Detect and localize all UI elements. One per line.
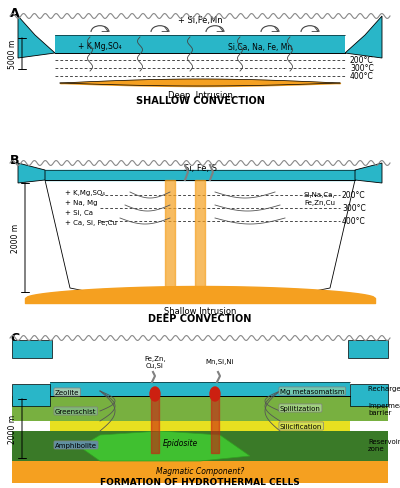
Text: Silicification: Silicification	[280, 423, 322, 429]
Polygon shape	[355, 163, 382, 183]
Text: 200°C: 200°C	[342, 191, 366, 200]
Text: Mg metasomatism: Mg metasomatism	[280, 388, 345, 394]
Text: 5000 m: 5000 m	[8, 40, 17, 69]
Text: Si, Fe, S: Si, Fe, S	[184, 163, 216, 173]
Text: + Ca, Si, Fe,Cu: + Ca, Si, Fe,Cu	[65, 220, 117, 225]
Text: Mn,Si,Ni: Mn,Si,Ni	[206, 358, 234, 364]
Text: C: C	[10, 331, 19, 345]
Text: Greenschist: Greenschist	[55, 408, 96, 414]
Polygon shape	[45, 181, 355, 298]
Text: 400°C: 400°C	[342, 217, 366, 226]
Text: + K,Mg,SO₄: + K,Mg,SO₄	[78, 42, 122, 51]
Text: Zeolite: Zeolite	[55, 389, 79, 395]
Polygon shape	[18, 163, 45, 183]
Text: Recharge zone: Recharge zone	[368, 385, 400, 391]
Ellipse shape	[150, 387, 160, 401]
Text: SHALLOW CONVECTION: SHALLOW CONVECTION	[136, 96, 264, 106]
Text: Fe,Zn,
Cu,Si: Fe,Zn, Cu,Si	[144, 355, 166, 368]
Polygon shape	[12, 461, 388, 483]
Text: Magmatic Component?: Magmatic Component?	[156, 467, 244, 475]
Text: 300°C: 300°C	[350, 64, 374, 73]
Text: + Si,Fe,Mn: + Si,Fe,Mn	[178, 17, 222, 25]
Text: DEEP CONVECTION: DEEP CONVECTION	[148, 313, 252, 324]
Text: + Na, Mg: + Na, Mg	[65, 200, 98, 205]
Polygon shape	[80, 431, 250, 461]
Polygon shape	[12, 431, 388, 461]
Text: FORMATION OF HYDROTHERMAL CELLS: FORMATION OF HYDROTHERMAL CELLS	[100, 477, 300, 486]
Polygon shape	[55, 36, 345, 54]
Polygon shape	[345, 17, 382, 59]
Text: Deep  Intrusion: Deep Intrusion	[168, 91, 232, 100]
Text: Fe,Zn,Cu: Fe,Zn,Cu	[304, 200, 335, 205]
Polygon shape	[18, 17, 55, 59]
Bar	[12, 396, 388, 421]
Bar	[50, 421, 350, 431]
Text: Impermeable
barrier: Impermeable barrier	[368, 403, 400, 416]
Text: Shallow Intrusion: Shallow Intrusion	[164, 306, 236, 315]
Text: 2000 m: 2000 m	[8, 414, 17, 443]
Text: 400°C: 400°C	[350, 72, 374, 81]
Bar	[50, 382, 350, 396]
Text: Amphibolite: Amphibolite	[55, 442, 97, 448]
Text: Reservoir
zone: Reservoir zone	[368, 439, 400, 451]
Text: A: A	[10, 7, 20, 20]
Bar	[12, 384, 50, 406]
Text: Si,Ca, Na, Fe, Mn: Si,Ca, Na, Fe, Mn	[228, 43, 292, 52]
Text: + Si, Ca: + Si, Ca	[65, 209, 93, 216]
Text: B: B	[10, 154, 20, 167]
Text: + K,Mg,SO₄: + K,Mg,SO₄	[65, 190, 105, 196]
Text: Si,Na,Ca,: Si,Na,Ca,	[303, 192, 335, 198]
Bar	[12, 340, 52, 358]
Bar	[350, 384, 388, 406]
Bar	[348, 340, 388, 358]
Ellipse shape	[210, 387, 220, 401]
Text: Spilitization: Spilitization	[280, 405, 321, 411]
Text: 200°C: 200°C	[350, 57, 374, 65]
Text: Epidosite: Epidosite	[162, 439, 198, 447]
Text: 2000 m: 2000 m	[11, 224, 20, 253]
Text: 300°C: 300°C	[342, 204, 366, 213]
